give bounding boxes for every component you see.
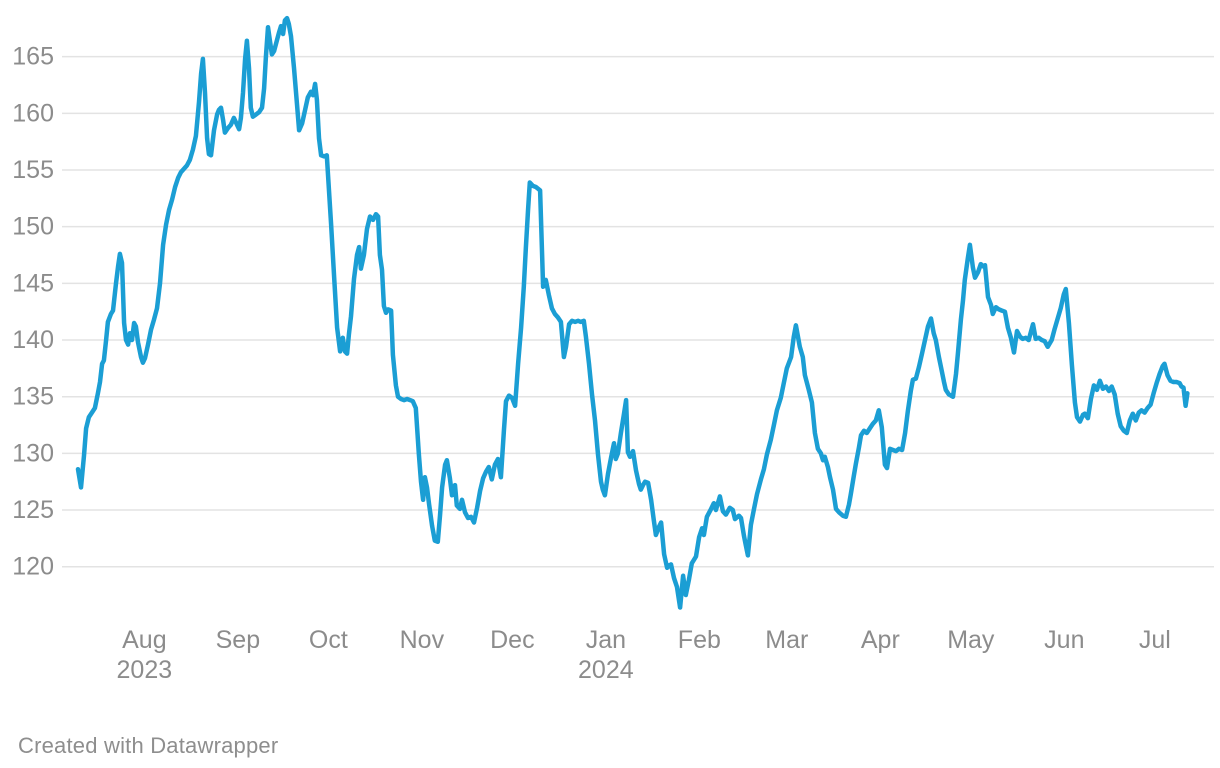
- x-axis-tick-label: Dec: [490, 626, 534, 654]
- y-axis-tick-label: 160: [12, 99, 54, 127]
- y-axis-tick-label: 140: [12, 326, 54, 354]
- x-axis-tick-label: Jun: [1044, 626, 1084, 654]
- x-axis-tick-label: Oct: [309, 626, 348, 654]
- y-axis-tick-label: 165: [12, 43, 54, 71]
- x-axis-tick-label: Sep: [216, 626, 260, 654]
- price-line: [75, 15, 1190, 610]
- x-axis-tick-label: Mar: [765, 626, 808, 654]
- x-axis-tick-label: Nov: [400, 626, 445, 654]
- x-axis-tick-label: Feb: [678, 626, 721, 654]
- y-axis-tick-label: 135: [12, 383, 54, 411]
- y-axis-tick-label: 155: [12, 156, 54, 184]
- y-axis-tick-label: 125: [12, 496, 54, 524]
- x-axis-tick-label: Jan: [586, 626, 626, 654]
- y-axis-tick-label: 130: [12, 439, 54, 467]
- x-axis-year-label: 2024: [578, 656, 634, 684]
- x-axis-tick-label: Jul: [1139, 626, 1171, 654]
- x-axis-tick-label: Apr: [861, 626, 900, 654]
- line-chart: 120 125 130 135 140 145 150 155 160 165 Aug 2023 Sep…: [12, 15, 1214, 684]
- y-axis-tick-label: 145: [12, 269, 54, 297]
- x-axis-tick-label: May: [947, 626, 995, 654]
- attribution: Created with Datawrapper: [18, 733, 279, 758]
- y-axis-tick-label: 150: [12, 213, 54, 241]
- x-axis-year-label: 2023: [117, 656, 173, 684]
- x-axis-tick-label: Aug: [122, 626, 166, 654]
- y-axis-tick-label: 120: [12, 553, 54, 581]
